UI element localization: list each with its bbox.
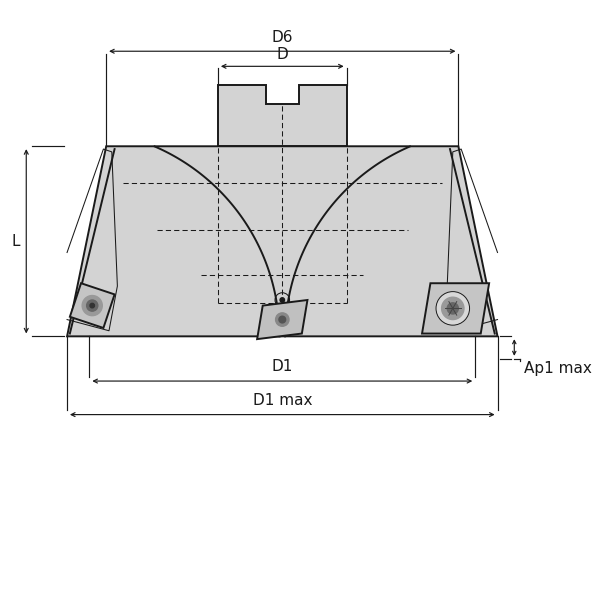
Circle shape bbox=[275, 313, 289, 326]
Text: D1: D1 bbox=[272, 359, 293, 374]
Circle shape bbox=[90, 304, 94, 308]
Text: Ap1 max: Ap1 max bbox=[524, 361, 592, 376]
Circle shape bbox=[447, 303, 458, 314]
Circle shape bbox=[280, 298, 284, 302]
Circle shape bbox=[279, 316, 286, 323]
Text: L: L bbox=[12, 234, 20, 249]
Text: D: D bbox=[277, 47, 288, 62]
Polygon shape bbox=[67, 146, 497, 337]
Circle shape bbox=[442, 297, 464, 320]
Text: D1 max: D1 max bbox=[253, 393, 312, 408]
Circle shape bbox=[436, 292, 470, 325]
Circle shape bbox=[86, 300, 98, 311]
Polygon shape bbox=[257, 300, 307, 339]
Polygon shape bbox=[218, 85, 347, 146]
Polygon shape bbox=[422, 283, 489, 334]
Text: D6: D6 bbox=[272, 29, 293, 44]
Circle shape bbox=[82, 296, 102, 316]
Polygon shape bbox=[70, 283, 115, 328]
